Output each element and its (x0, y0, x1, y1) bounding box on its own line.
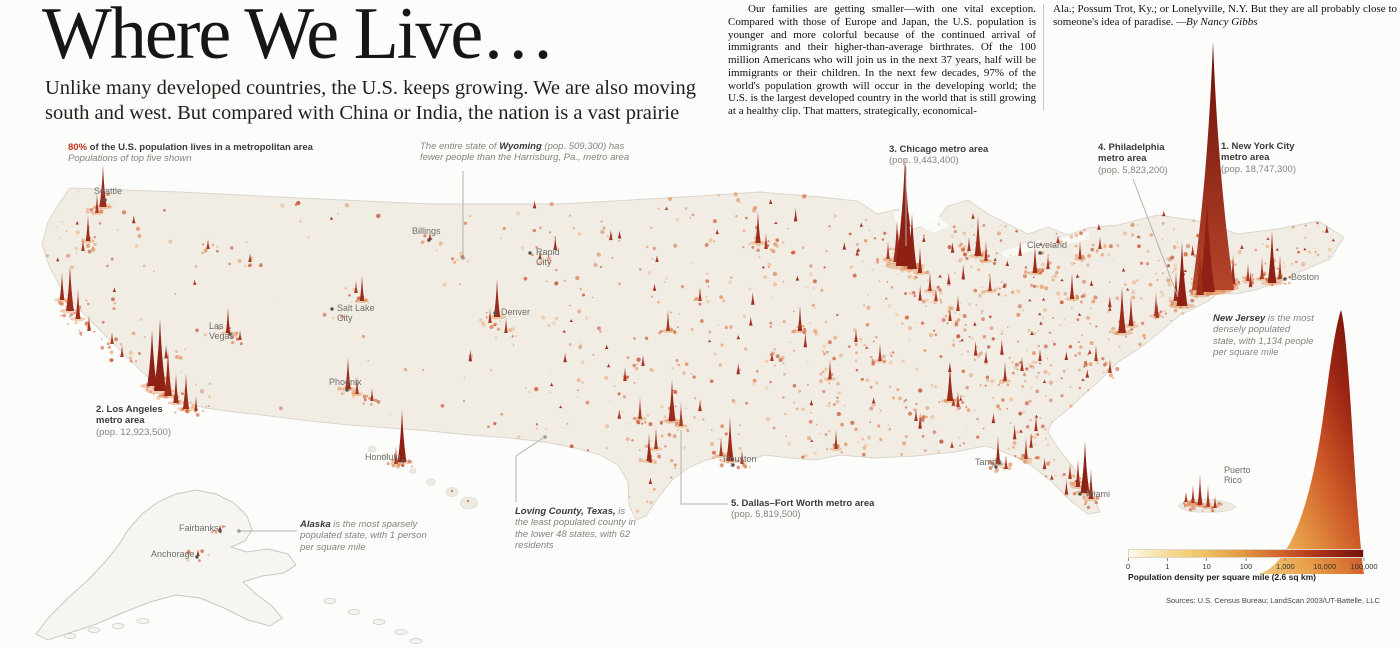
city-label-tampa: Tampa (975, 457, 1003, 467)
sources-note: Sources: U.S. Census Bureau; LandScan 20… (1166, 596, 1380, 605)
new-york-title: 1. New York City metro area (1221, 141, 1295, 164)
annotation-philadelphia: 4. Philadelphia metro area (pop. 5,823,2… (1098, 142, 1168, 176)
legend-tick: 100,000 (1350, 558, 1378, 571)
city-dot (1078, 492, 1082, 496)
city-label-cleveland: Cleveland (1027, 240, 1068, 250)
annotation-alaska: Alaska is the most sparsely populated st… (300, 519, 428, 553)
city-dot (427, 238, 431, 242)
legend-title: Population density per square mile (2.6 … (1128, 572, 1316, 582)
new-jersey-bold: New Jersey (1213, 313, 1266, 324)
city-label-rapid-city: Rapid City (536, 247, 560, 268)
annotation-new-jersey: New Jersey is the most densely populated… (1213, 313, 1315, 359)
city-dot (401, 459, 405, 463)
new-york-pop: (pop. 18,747,300) (1221, 163, 1297, 175)
legend-tick: 10 (1202, 558, 1211, 571)
city-dot (528, 251, 532, 255)
city-dot (103, 198, 107, 202)
annotation-wyoming: The entire state of Wyoming (pop. 509,30… (420, 141, 648, 164)
city-dot (994, 465, 998, 469)
density-legend: 0 1 10 100 1,000 10,000 100,000 Population den… (1126, 549, 1378, 582)
city-label-boston: Boston (1291, 272, 1320, 282)
metro-share-subtext: Populations of top five shown (68, 153, 192, 165)
legend-tick: 1 (1165, 558, 1169, 571)
page-subtitle: Unlike many developed countries, the U.S… (45, 77, 696, 124)
city-label-fairbanks: Fairbanks (179, 523, 219, 533)
city-label-phoenix: Phoenix (329, 377, 362, 387)
los-angeles-title: 2. Los Angeles metro area (96, 404, 163, 427)
byline: —By Nancy Gibbs (1176, 15, 1258, 28)
legend-tick: 1,000 (1276, 558, 1295, 571)
body-column-1: Our families are getting smaller—with on… (728, 3, 1036, 117)
city-dot (1038, 251, 1042, 255)
city-label-seattle: Seattle (94, 186, 123, 196)
wyoming-note-post: (pop. 509,300) has fewer people than the… (420, 141, 630, 164)
legend-ticks: 0 1 10 100 1,000 10,000 100,000 (1126, 558, 1378, 572)
city-dot (228, 332, 232, 336)
loving-county-rest: is the least populated county in the low… (515, 506, 636, 552)
wyoming-note-pre: The entire state of (420, 141, 500, 152)
alaska-bold: Alaska (300, 519, 331, 530)
philadelphia-pop: (pop. 5,823,200) (1098, 164, 1168, 176)
city-dot (731, 463, 735, 467)
annotation-chicago: 3. Chicago metro area (pop. 9,443,400) (889, 144, 988, 167)
city-label-anchorage: Anchorage (151, 549, 195, 559)
annotation-new-york: 1. New York City metro area (pop. 18,747… (1221, 141, 1296, 175)
city-label-honolulu: Honolulu (365, 452, 401, 462)
city-label-las-vegas: Las Vegas (209, 321, 235, 342)
city-label-miami: Miami (1086, 489, 1110, 499)
city-label-houston: Houston (723, 454, 757, 464)
city-dot (1283, 277, 1287, 281)
philadelphia-title: 4. Philadelphia metro area (1098, 142, 1165, 165)
loving-county-bold: Loving County, Texas, (515, 506, 616, 517)
body-column-2-text: Ala.; Possum Trot, Ky.; or Lonelyville, … (1053, 3, 1397, 28)
alaska-rest: is the most sparsely populated state, wi… (300, 519, 427, 553)
new-jersey-rest: is the most densely populated state, wit… (1213, 313, 1314, 359)
city-dot (330, 307, 334, 311)
chicago-pop: (pop. 9,443,400) (889, 155, 959, 167)
legend-tick: 0 (1126, 558, 1130, 571)
legend-tick: 100 (1240, 558, 1252, 571)
dallas-title: 5. Dallas–Fort Worth metro area (731, 498, 875, 509)
annotation-dallas: 5. Dallas–Fort Worth metro area (pop. 5,… (731, 498, 874, 521)
column-divider (1043, 4, 1044, 110)
chicago-title: 3. Chicago metro area (889, 144, 989, 155)
annotation-metro-share: 80% of the U.S. population lives in a me… (68, 142, 368, 165)
page-title: Where We Live… (42, 0, 555, 75)
city-label-puerto-rico: Puerto Rico (1224, 465, 1251, 486)
annotation-los-angeles: 2. Los Angeles metro area (pop. 12,923,5… (96, 404, 171, 438)
city-dot (493, 311, 497, 315)
city-dot (345, 388, 349, 392)
los-angeles-pop: (pop. 12,923,500) (96, 426, 172, 438)
legend-gradient-bar (1128, 549, 1364, 558)
body-column-2: Ala.; Possum Trot, Ky.; or Lonelyville, … (1053, 3, 1397, 29)
legend-tick: 10,000 (1313, 558, 1336, 571)
city-label-salt-lake-city: Salt Lake City (337, 303, 375, 324)
wyoming-note-bold: Wyoming (499, 141, 542, 152)
city-label-denver: Denver (501, 307, 531, 317)
dallas-pop: (pop. 5,819,500) (731, 509, 801, 521)
city-dot (218, 529, 222, 533)
annotation-loving-county: Loving County, Texas, is the least popul… (515, 506, 637, 552)
metro-share-text: of the U.S. population lives in a metrop… (87, 142, 313, 153)
city-label-billings: Billings (412, 226, 441, 236)
city-dot (195, 555, 199, 559)
metro-share-percent: 80% (68, 142, 88, 153)
